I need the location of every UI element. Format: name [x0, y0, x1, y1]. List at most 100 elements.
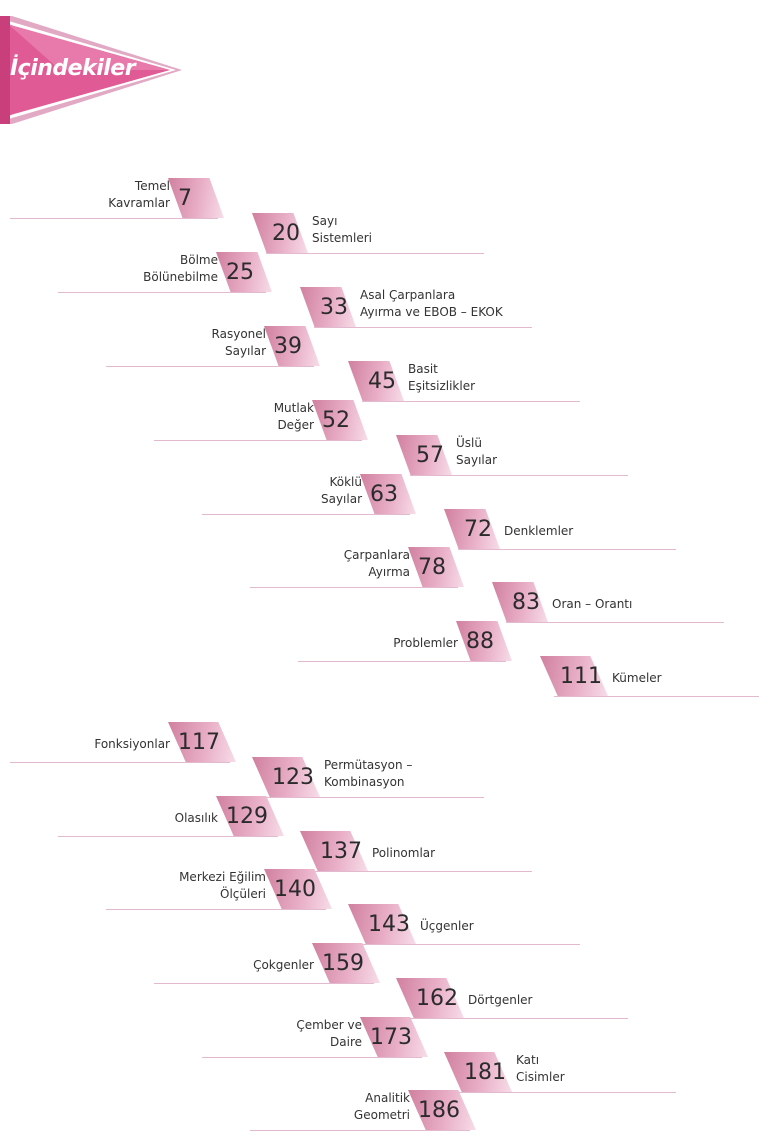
- page-title: İçindekiler: [10, 56, 136, 81]
- section-title-line: Sayı: [312, 214, 338, 228]
- toc-entry[interactable]: 117 Fonksiyonlar: [0, 722, 759, 774]
- section-title: Rasyonel Sayılar: [212, 326, 266, 360]
- toc-entry[interactable]: 25 Bölme Bölünebilme: [0, 252, 759, 304]
- page-number: 181: [464, 1060, 506, 1085]
- page-number: 7: [178, 186, 192, 211]
- section-title: Çarpanlara Ayırma: [344, 547, 410, 581]
- toc-underline: [314, 871, 532, 872]
- page-number: 137: [320, 839, 362, 864]
- toc-entry[interactable]: 123 Permütasyon – Kombinasyon: [0, 757, 759, 809]
- toc-underline: [266, 797, 484, 798]
- section-title-line: Mutlak: [273, 401, 314, 415]
- toc-entry[interactable]: 143 Üçgenler: [0, 904, 759, 956]
- section-title-line: Kombinasyon: [324, 775, 405, 789]
- section-title-line: Permütasyon –: [324, 758, 413, 772]
- section-title-line: Rasyonel: [211, 327, 266, 341]
- section-title: Analitik Geometri: [354, 1090, 410, 1124]
- toc-entry[interactable]: 181 Katı Cisimler: [0, 1052, 759, 1104]
- page-number: 45: [368, 369, 396, 394]
- page-number: 52: [322, 408, 350, 433]
- toc-entry[interactable]: 88 Problemler: [0, 621, 759, 673]
- toc-entry[interactable]: 63 Köklü Sayılar: [0, 474, 759, 526]
- page-number: 186: [418, 1098, 460, 1123]
- section-title-line: Asal Çarpanlara: [360, 288, 456, 302]
- toc-underline: [410, 475, 628, 476]
- toc-entry[interactable]: 186 Analitik Geometri: [0, 1090, 759, 1142]
- toc-underline: [458, 1092, 676, 1093]
- toc-entry[interactable]: 45 Basit Eşitsizlikler: [0, 361, 759, 413]
- page-number: 33: [320, 295, 348, 320]
- page-number: 83: [512, 590, 540, 615]
- section-title-line: Geometri: [353, 1108, 410, 1122]
- section-title: Denklemler: [504, 523, 573, 540]
- toc-entry[interactable]: 140 Merkezi Eğilim Ölçüleri: [0, 869, 759, 921]
- toc-entry[interactable]: 162 Dörtgenler: [0, 978, 759, 1030]
- section-title-line: Çember ve: [296, 1018, 362, 1032]
- section-title-line: Çokgenler: [253, 958, 314, 972]
- toc-entry[interactable]: 111 Kümeler: [0, 656, 759, 708]
- page-number: 20: [272, 221, 300, 246]
- section-title: Bölme Bölünebilme: [143, 252, 218, 286]
- toc-entry[interactable]: 72 Denklemler: [0, 509, 759, 561]
- section-title-line: Polinomlar: [372, 846, 436, 860]
- section-title: Olasılık: [175, 810, 218, 827]
- toc-entry[interactable]: 39 Rasyonel Sayılar: [0, 326, 759, 378]
- toc-underline: [506, 622, 724, 623]
- section-title-line: Üçgenler: [420, 919, 474, 933]
- toc-underline: [362, 401, 580, 402]
- toc-underline: [154, 983, 374, 984]
- section-title: Sayı Sistemleri: [312, 213, 372, 247]
- section-title-line: Ayırma: [368, 565, 410, 579]
- toc-entry[interactable]: 173 Çember ve Daire: [0, 1017, 759, 1069]
- page-number: 123: [272, 765, 314, 790]
- page-number: 57: [416, 443, 444, 468]
- section-title: Köklü Sayılar: [321, 474, 362, 508]
- toc-entry[interactable]: 52 Mutlak Değer: [0, 400, 759, 452]
- section-title-line: Sayılar: [320, 492, 362, 506]
- toc-underline: [10, 762, 230, 763]
- page-number: 143: [368, 912, 410, 937]
- toc-entry[interactable]: 78 Çarpanlara Ayırma: [0, 547, 759, 599]
- toc-underline: [106, 909, 326, 910]
- section-title-line: Bölünebilme: [143, 270, 218, 284]
- page-number: 39: [274, 334, 302, 359]
- section-title: Üçgenler: [420, 918, 474, 935]
- section-title-line: Kümeler: [612, 671, 662, 685]
- page-number: 173: [370, 1025, 412, 1050]
- section-title: Kümeler: [612, 670, 662, 687]
- toc-entry[interactable]: 20 Sayı Sistemleri: [0, 213, 759, 265]
- section-title: Basit Eşitsizlikler: [408, 361, 475, 395]
- banner-arrow-shape: [0, 16, 182, 124]
- page-number: 63: [370, 482, 398, 507]
- toc-entry[interactable]: 159 Çokgenler: [0, 943, 759, 995]
- page-number: 88: [466, 629, 494, 654]
- section-title-line: Daire: [330, 1035, 362, 1049]
- section-title-line: Denklemler: [504, 524, 574, 538]
- section-title-line: Basit: [408, 362, 438, 376]
- section-title-line: Ayırma ve EBOB – EKOK: [360, 305, 503, 319]
- toc-entry[interactable]: 83 Oran – Orantı: [0, 582, 759, 634]
- section-title-line: Problemler: [393, 636, 458, 650]
- page-number: 78: [418, 555, 446, 580]
- page-number: 159: [322, 951, 364, 976]
- toc-entry[interactable]: 7 Temel Kavramlar: [0, 178, 759, 230]
- section-title: Fonksiyonlar: [94, 736, 170, 753]
- section-title-line: Sistemleri: [312, 231, 372, 245]
- page-number: 162: [416, 986, 458, 1011]
- section-title-line: Merkezi Eğilim: [179, 870, 266, 884]
- section-title-line: Üslü: [456, 436, 482, 450]
- page-number: 72: [464, 517, 492, 542]
- section-title-line: Eşitsizlikler: [408, 379, 476, 393]
- toc-underline: [58, 836, 278, 837]
- toc-underline: [10, 218, 218, 219]
- section-title-line: Değer: [277, 418, 314, 432]
- toc-entry[interactable]: 57 Üslü Sayılar: [0, 435, 759, 487]
- section-title: Üslü Sayılar: [456, 435, 497, 469]
- toc-entry[interactable]: 129 Olasılık: [0, 796, 759, 848]
- section-title: Merkezi Eğilim Ölçüleri: [179, 869, 266, 903]
- page-number: 140: [274, 877, 316, 902]
- section-title-line: Cisimler: [516, 1070, 565, 1084]
- toc-entry[interactable]: 33 Asal Çarpanlara Ayırma ve EBOB – EKOK: [0, 287, 759, 339]
- toc-entry[interactable]: 137 Polinomlar: [0, 831, 759, 883]
- section-title-line: Bölme: [180, 253, 218, 267]
